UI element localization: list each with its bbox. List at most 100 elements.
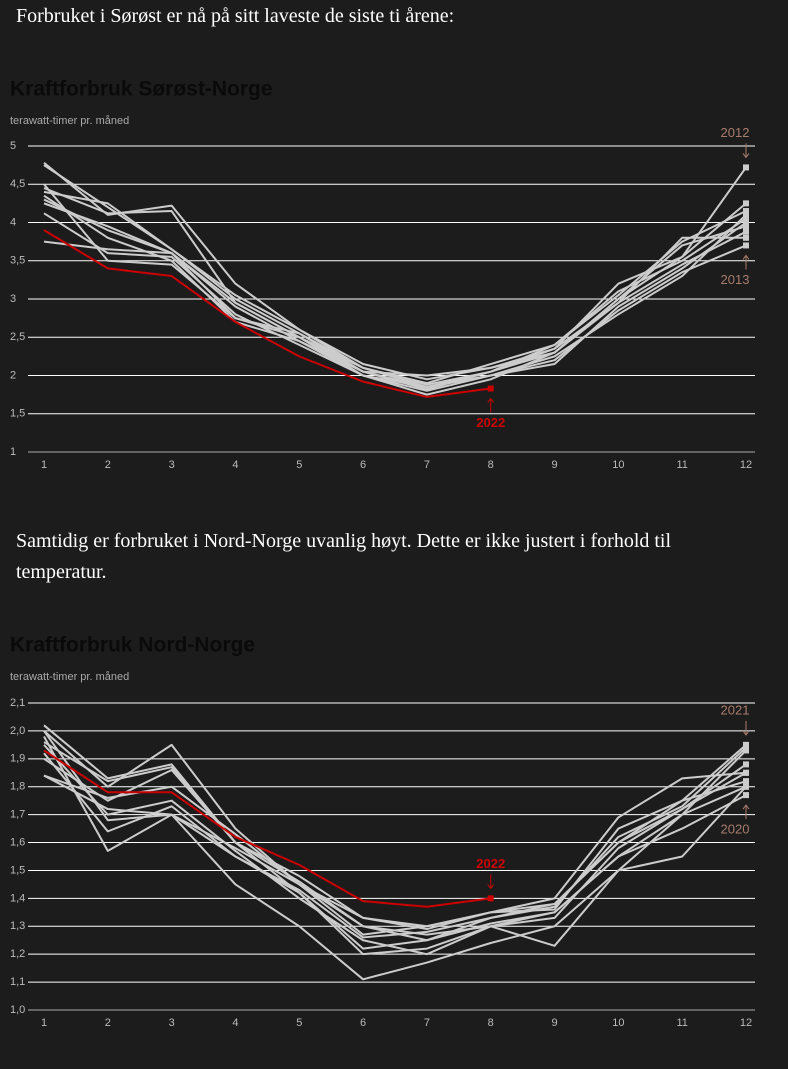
x-tick-label: 10 <box>612 1017 624 1029</box>
y-tick-label: 1,3 <box>10 920 25 932</box>
y-tick-label: 4,5 <box>10 178 25 190</box>
series-line <box>43 741 747 942</box>
x-tick-label: 7 <box>424 1017 430 1029</box>
x-tick-label: 12 <box>740 1017 752 1029</box>
x-tick-label: 6 <box>360 1017 366 1029</box>
annotation-label: 2022 <box>476 856 505 871</box>
annotation-arrowhead <box>742 254 750 260</box>
end-marker <box>743 783 749 790</box>
end-marker <box>743 200 749 207</box>
x-tick-label: 12 <box>740 459 752 471</box>
y-tick-label: 1,9 <box>10 753 25 765</box>
end-marker <box>743 744 749 751</box>
series-line <box>43 724 747 928</box>
end-marker <box>487 385 494 392</box>
x-tick-label: 11 <box>676 459 687 471</box>
annotation-arrowhead <box>487 397 495 403</box>
x-tick-label: 9 <box>551 459 557 471</box>
end-marker <box>743 211 749 218</box>
y-tick-label: 2,0 <box>10 725 25 737</box>
y-tick-label: 1,5 <box>10 864 25 876</box>
annotation-label: 2020 <box>721 822 750 837</box>
intro-text: Forbruket i Sørøst er nå på sitt laveste… <box>16 5 455 27</box>
x-tick-label: 2 <box>105 1017 111 1029</box>
x-tick-label: 3 <box>169 459 175 471</box>
y-tick-label: 4 <box>10 216 16 228</box>
x-tick-label: 1 <box>41 1017 47 1029</box>
x-tick-label: 8 <box>488 459 494 471</box>
chart-title: Kraftforbruk Sørøst-Norge <box>10 78 273 101</box>
end-marker <box>743 215 749 222</box>
end-marker <box>743 208 749 215</box>
between-text: Samtidig er forbruket i Nord-Norge uvanl… <box>16 530 672 583</box>
end-marker <box>743 164 749 171</box>
series-line <box>43 749 491 908</box>
end-marker <box>743 792 749 799</box>
y-tick-label: 2,1 <box>10 697 25 709</box>
y-tick-label: 2,5 <box>10 331 25 343</box>
end-marker <box>743 219 749 226</box>
series-line <box>43 202 747 396</box>
x-tick-label: 1 <box>41 459 47 471</box>
end-marker <box>743 223 749 230</box>
annotation-label: 2012 <box>721 125 750 140</box>
y-tick-label: 3 <box>10 293 16 305</box>
y-tick-label: 1,8 <box>10 781 25 793</box>
x-tick-label: 5 <box>296 459 302 471</box>
series-line <box>43 212 747 388</box>
x-tick-label: 6 <box>360 459 366 471</box>
x-tick-label: 4 <box>232 459 238 471</box>
annotation-label: 2022 <box>476 415 505 430</box>
series-line <box>43 774 747 936</box>
x-tick-label: 9 <box>551 1017 557 1029</box>
x-tick-label: 7 <box>424 459 430 471</box>
annotation-arrowhead <box>487 884 495 890</box>
series-line <box>43 730 747 939</box>
series-line <box>43 183 747 377</box>
x-tick-label: 10 <box>612 459 624 471</box>
series-line <box>43 746 747 950</box>
y-tick-label: 1,6 <box>10 836 25 848</box>
series-line <box>43 198 747 385</box>
series-line <box>43 736 747 981</box>
series-line <box>43 744 747 956</box>
y-tick-label: 1 <box>10 446 16 458</box>
x-tick-label: 5 <box>296 1017 302 1029</box>
y-tick-label: 2 <box>10 369 16 381</box>
end-marker <box>743 228 749 235</box>
end-marker <box>743 761 749 768</box>
annotation-label: 2021 <box>721 702 750 717</box>
x-tick-label: 8 <box>488 1017 494 1029</box>
series-line <box>43 229 491 398</box>
series-line <box>43 190 746 388</box>
annotation-label: 2013 <box>721 272 750 287</box>
x-tick-label: 3 <box>169 1017 175 1029</box>
series-line <box>43 749 747 956</box>
y-tick-label: 1,0 <box>10 1004 25 1016</box>
annotation-arrowhead <box>742 730 750 736</box>
chart-subtitle: terawatt-timer pr. måned <box>10 115 129 127</box>
y-tick-label: 1,4 <box>10 892 25 904</box>
y-tick-label: 1,1 <box>10 976 25 988</box>
series-line <box>43 240 747 388</box>
end-marker <box>743 769 749 776</box>
end-marker <box>487 895 494 902</box>
series-line <box>43 774 747 931</box>
annotation-arrowhead <box>742 804 750 810</box>
annotation-arrowhead <box>742 153 750 159</box>
series-line <box>43 162 747 381</box>
y-tick-label: 3,5 <box>10 255 25 267</box>
chart-title: Kraftforbruk Nord-Norge <box>10 634 255 657</box>
end-marker <box>743 242 749 249</box>
y-tick-label: 1,5 <box>10 408 25 420</box>
end-marker <box>743 778 749 785</box>
x-tick-label: 2 <box>105 459 111 471</box>
chart-subtitle: terawatt-timer pr. måned <box>10 671 129 683</box>
x-tick-label: 4 <box>232 1017 238 1029</box>
y-tick-label: 1,2 <box>10 948 25 960</box>
y-tick-label: 5 <box>10 140 16 152</box>
y-tick-label: 1,7 <box>10 809 25 821</box>
end-marker <box>743 234 749 241</box>
